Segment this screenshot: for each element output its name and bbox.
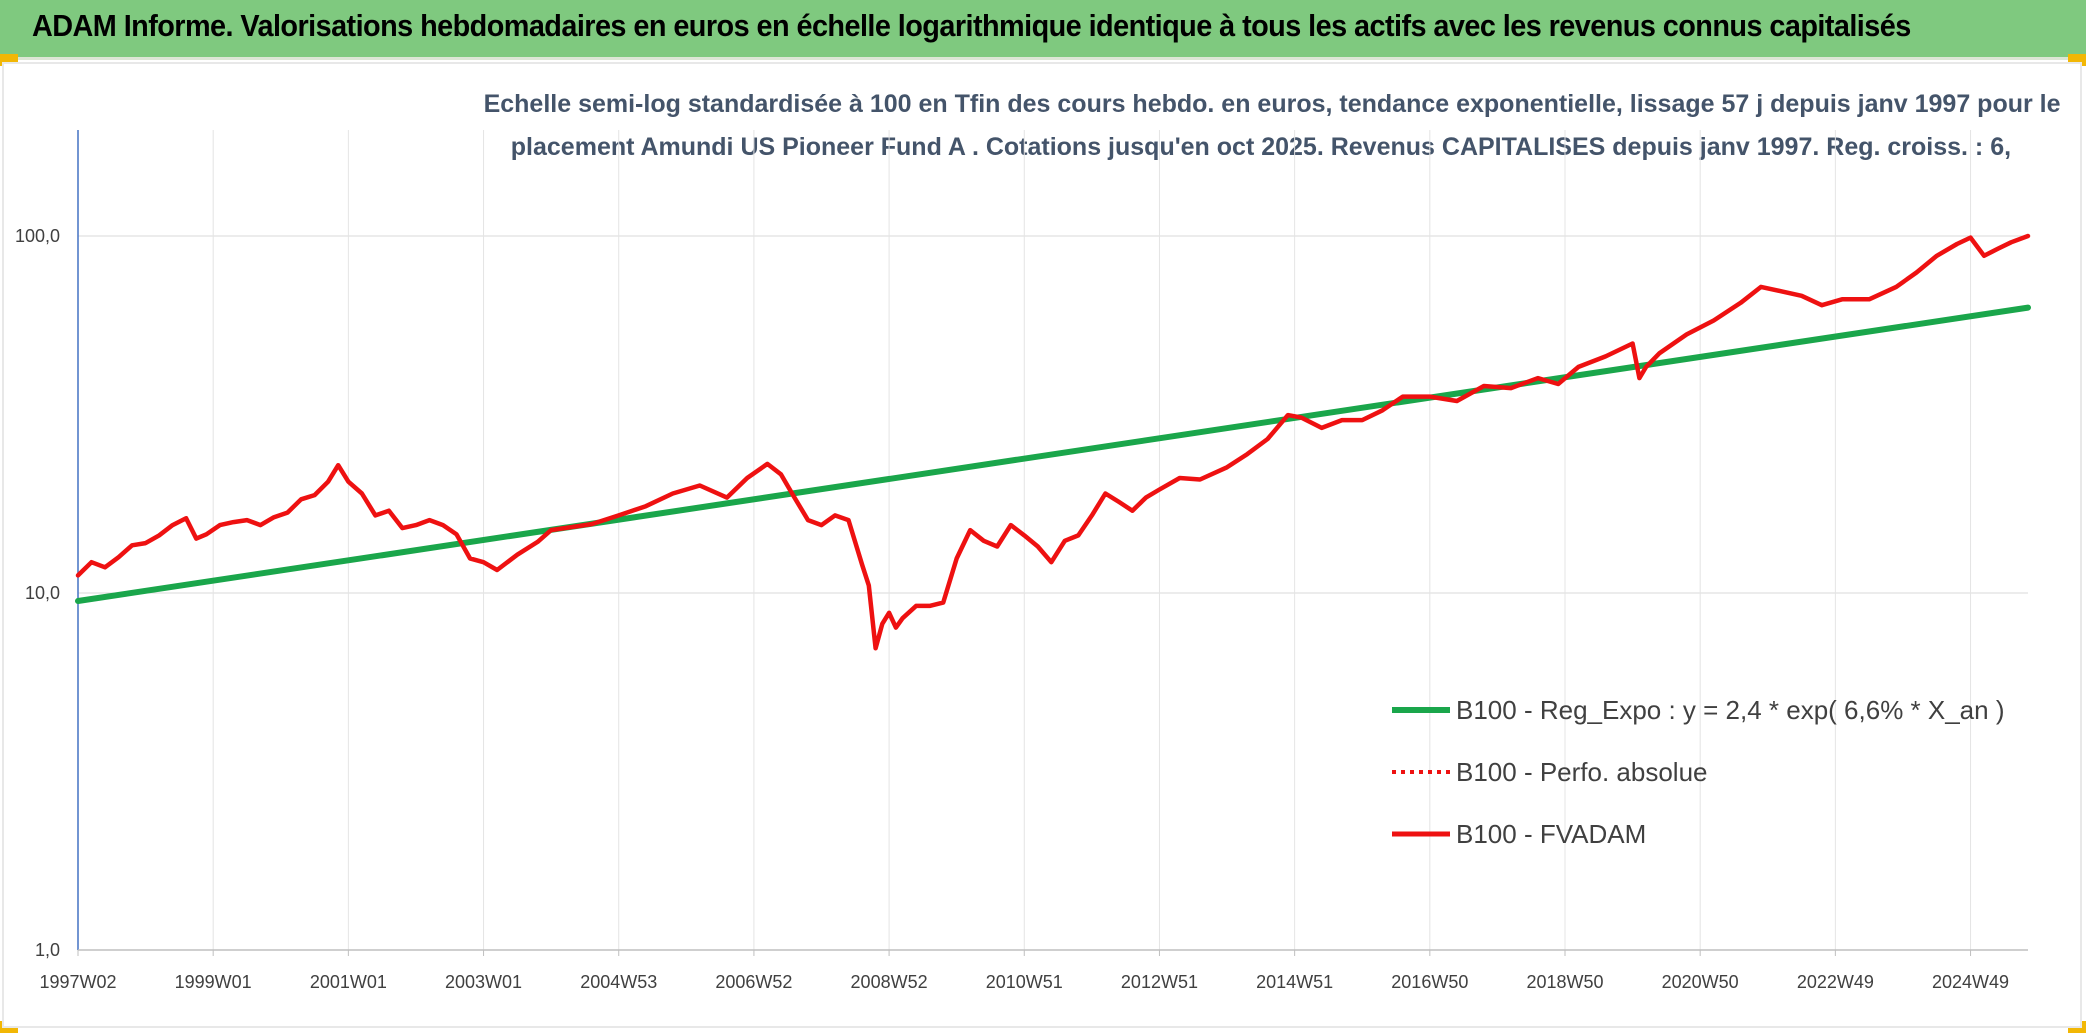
legend-label: B100 - Reg_Expo : y = 2,4 * exp( 6,6% * … [1456, 695, 2005, 725]
x-tick-label: 2003W01 [445, 972, 522, 992]
x-tick-label: 2024W49 [1932, 972, 2009, 992]
regression-line [75, 304, 2031, 604]
title-banner: ADAM Informe. Valorisations hebdomadaire… [0, 0, 2086, 60]
x-tick-label: 2014W51 [1256, 972, 1333, 992]
x-tick-label: 2018W50 [1526, 972, 1603, 992]
x-tick-label: 2001W01 [310, 972, 387, 992]
x-tick-label: 1997W02 [39, 972, 116, 992]
legend-label: B100 - FVADAM [1456, 819, 1646, 849]
x-tick-label: 2006W52 [715, 972, 792, 992]
report-title: ADAM Informe. Valorisations hebdomadaire… [32, 8, 1911, 43]
chart-subtitle-line1: Echelle semi-log standardisée à 100 en T… [483, 90, 2061, 118]
x-tick-label: 2020W50 [1662, 972, 1739, 992]
y-tick-label: 100,0 [15, 226, 60, 246]
x-tick-label: 2022W49 [1797, 972, 1874, 992]
chart-subtitle-line2: placement Amundi US Pioneer Fund A . Cot… [510, 133, 2012, 161]
y-tick-label: 1,0 [35, 940, 60, 960]
fvadam-line [75, 233, 2031, 651]
x-tick-label: 1999W01 [175, 972, 252, 992]
x-tick-label: 2016W50 [1391, 972, 1468, 992]
x-tick-label: 2010W51 [986, 972, 1063, 992]
x-tick-label: 2008W52 [851, 972, 928, 992]
x-tick-label: 2004W53 [580, 972, 657, 992]
y-tick-label: 10,0 [25, 583, 60, 603]
legend-label: B100 - Perfo. absolue [1456, 757, 1708, 787]
x-tick-label: 2012W51 [1121, 972, 1198, 992]
